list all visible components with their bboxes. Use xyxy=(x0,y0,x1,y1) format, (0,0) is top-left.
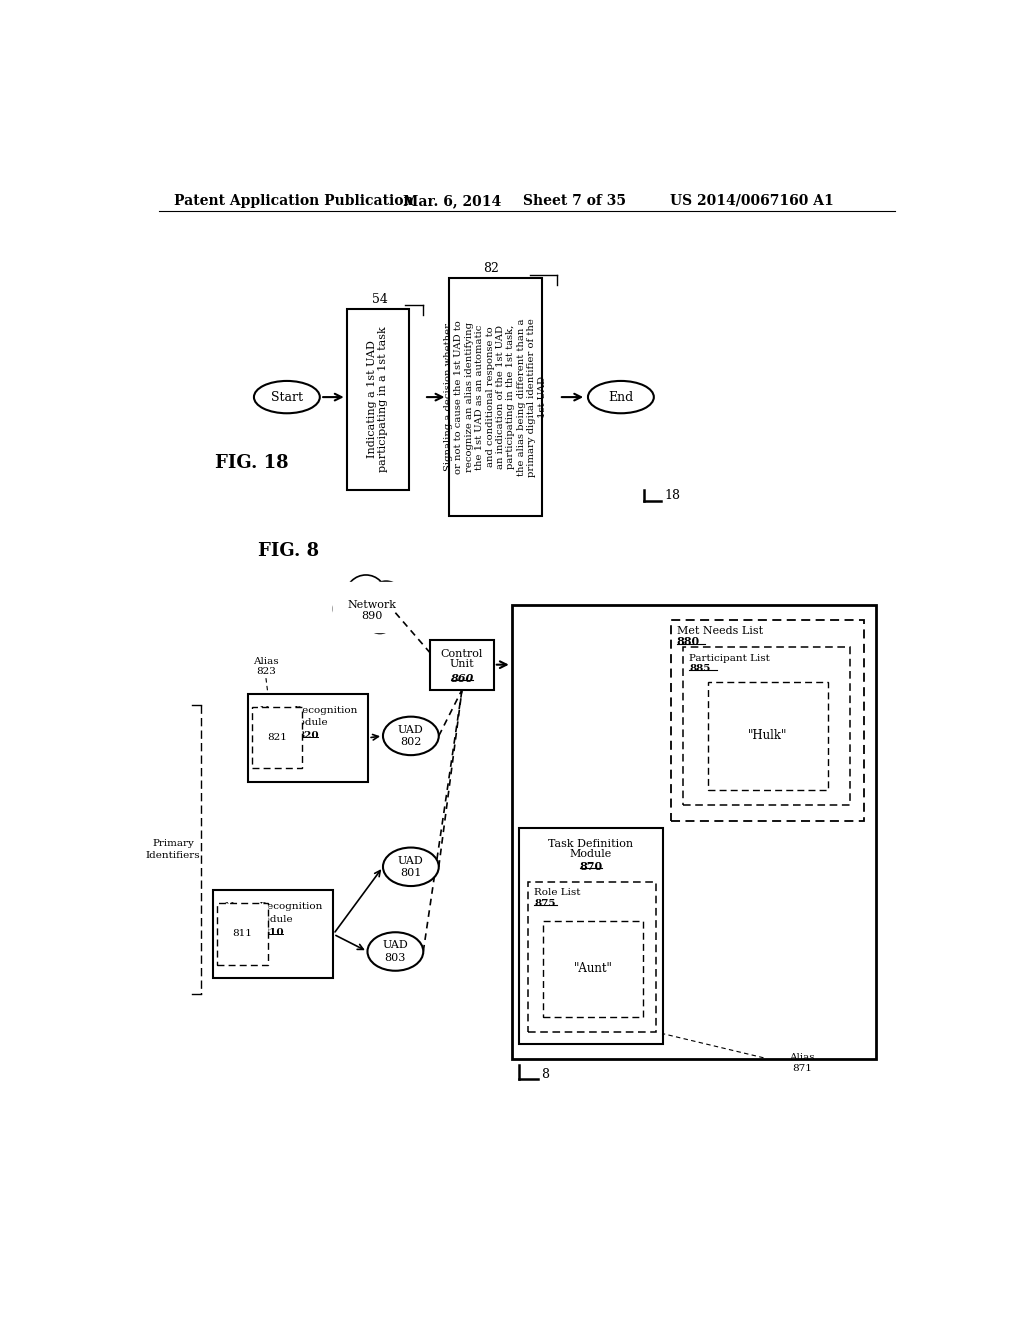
Text: Signaling a decision whether
or not to cause the 1st UAD to
recognize an alias i: Signaling a decision whether or not to c… xyxy=(444,318,547,477)
FancyBboxPatch shape xyxy=(213,890,334,978)
Text: FIG. 18: FIG. 18 xyxy=(215,454,289,471)
Text: US 2014/0067160 A1: US 2014/0067160 A1 xyxy=(671,194,835,207)
Text: UAD: UAD xyxy=(398,725,424,735)
Ellipse shape xyxy=(383,717,438,755)
Circle shape xyxy=(383,597,411,624)
Text: 821: 821 xyxy=(267,733,287,742)
Circle shape xyxy=(334,591,368,626)
Text: Control: Control xyxy=(441,648,483,659)
FancyBboxPatch shape xyxy=(708,682,827,789)
Text: 801: 801 xyxy=(400,869,422,878)
Text: Module: Module xyxy=(254,915,293,924)
FancyBboxPatch shape xyxy=(449,277,542,516)
Text: Participant List: Participant List xyxy=(689,653,770,663)
Text: 8: 8 xyxy=(541,1068,549,1081)
Text: Sheet 7 of 35: Sheet 7 of 35 xyxy=(523,194,627,207)
FancyBboxPatch shape xyxy=(519,829,663,1044)
Ellipse shape xyxy=(254,381,319,413)
Text: UAD: UAD xyxy=(383,940,409,950)
Text: UAD: UAD xyxy=(398,855,424,866)
Text: 870: 870 xyxy=(580,862,603,873)
FancyBboxPatch shape xyxy=(543,921,643,1016)
FancyBboxPatch shape xyxy=(252,706,302,768)
FancyBboxPatch shape xyxy=(512,605,876,1059)
FancyBboxPatch shape xyxy=(683,647,850,805)
Text: Name Recognition: Name Recognition xyxy=(259,706,357,715)
Text: Alias: Alias xyxy=(253,657,279,665)
FancyBboxPatch shape xyxy=(248,693,369,781)
Text: End: End xyxy=(608,391,634,404)
Text: Unit: Unit xyxy=(450,659,474,669)
Text: Alias: Alias xyxy=(790,1053,815,1063)
Circle shape xyxy=(369,581,403,615)
Text: Mar. 6, 2014: Mar. 6, 2014 xyxy=(403,194,502,207)
Text: Start: Start xyxy=(271,391,303,404)
Ellipse shape xyxy=(588,381,654,413)
Text: Met Needs List: Met Needs List xyxy=(677,626,763,636)
Text: Name Recognition: Name Recognition xyxy=(224,903,322,911)
Ellipse shape xyxy=(368,932,423,970)
Text: "Hulk": "Hulk" xyxy=(749,730,787,742)
Text: Module: Module xyxy=(570,850,612,859)
Text: 803: 803 xyxy=(385,953,407,962)
Text: 875: 875 xyxy=(535,899,556,908)
Text: Patent Application Publication: Patent Application Publication xyxy=(174,194,414,207)
Text: Network: Network xyxy=(347,601,396,610)
FancyBboxPatch shape xyxy=(528,882,655,1032)
Text: 871: 871 xyxy=(793,1064,812,1073)
Text: 890: 890 xyxy=(361,611,383,620)
FancyBboxPatch shape xyxy=(217,903,267,965)
Text: Indicating a 1st UAD
participating in a 1st task: Indicating a 1st UAD participating in a … xyxy=(367,326,388,473)
Text: 82: 82 xyxy=(483,261,500,275)
Text: 880: 880 xyxy=(677,636,699,648)
Text: 820: 820 xyxy=(297,731,319,741)
Text: 860: 860 xyxy=(451,673,474,684)
Text: 823: 823 xyxy=(256,668,275,676)
FancyBboxPatch shape xyxy=(671,620,864,821)
Text: "Aunt": "Aunt" xyxy=(573,962,612,975)
Text: Role List: Role List xyxy=(535,888,581,898)
Text: 18: 18 xyxy=(665,490,680,502)
Text: 811: 811 xyxy=(232,929,252,939)
Circle shape xyxy=(346,606,371,631)
Ellipse shape xyxy=(383,847,438,886)
FancyBboxPatch shape xyxy=(430,640,494,689)
Text: FIG. 8: FIG. 8 xyxy=(258,543,319,560)
Text: 822: 822 xyxy=(295,698,314,708)
Text: 802: 802 xyxy=(400,737,422,747)
Text: Identifiers: Identifiers xyxy=(145,851,201,859)
Text: 54: 54 xyxy=(372,293,388,306)
Text: Task Definition: Task Definition xyxy=(549,838,634,849)
Circle shape xyxy=(346,576,386,615)
Text: 885: 885 xyxy=(689,664,711,673)
Polygon shape xyxy=(334,582,415,632)
Text: 810: 810 xyxy=(262,928,284,937)
Text: Module: Module xyxy=(289,718,328,727)
Circle shape xyxy=(366,606,394,634)
FancyBboxPatch shape xyxy=(346,309,409,490)
Text: Primary: Primary xyxy=(152,840,194,849)
